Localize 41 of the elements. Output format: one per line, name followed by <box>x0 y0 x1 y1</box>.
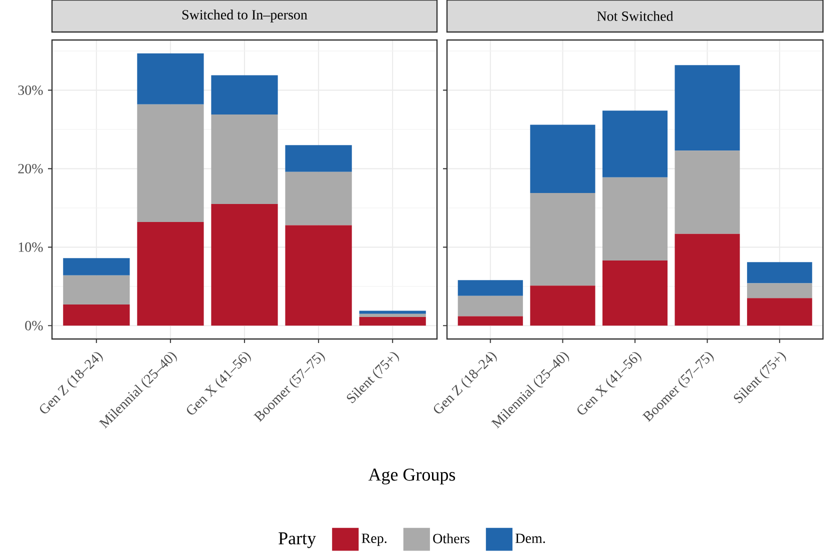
bar <box>602 177 668 261</box>
y-tick-label: 10% <box>18 242 43 252</box>
bar <box>211 204 278 326</box>
bar <box>359 317 426 326</box>
bar <box>359 310 426 314</box>
bar <box>458 316 523 326</box>
bar <box>602 260 668 326</box>
bar <box>211 75 278 115</box>
x-axis-title: Age Groups <box>368 468 456 484</box>
chart-title: Switched to In–person <box>182 10 308 22</box>
bar <box>674 150 740 234</box>
bar <box>458 280 523 296</box>
bar <box>602 110 668 178</box>
bar <box>63 275 130 304</box>
bar <box>63 304 130 326</box>
bar <box>747 283 812 298</box>
legend-label: Others <box>433 533 470 544</box>
y-tick-label: 20% <box>18 164 43 174</box>
legend-label: Rep. <box>362 534 386 546</box>
bar <box>359 314 426 318</box>
bar <box>458 296 523 316</box>
bar <box>285 172 352 226</box>
bar <box>530 286 596 326</box>
legend-label: Dem. <box>516 534 545 544</box>
bar <box>530 124 596 194</box>
bar <box>137 53 204 104</box>
bar <box>137 104 204 222</box>
bar <box>63 258 130 276</box>
bar <box>211 114 278 204</box>
bar <box>674 234 740 326</box>
bar <box>530 193 596 286</box>
y-tick-label: 0% <box>25 320 43 330</box>
bar <box>747 298 812 326</box>
bar <box>747 262 812 284</box>
y-tick-label: 30% <box>18 85 43 95</box>
bar <box>137 222 204 326</box>
chart-title: Not Switched <box>597 11 674 21</box>
bar <box>285 225 352 326</box>
bar <box>285 145 352 172</box>
bar <box>674 65 740 151</box>
legend-title: Party <box>278 532 316 548</box>
